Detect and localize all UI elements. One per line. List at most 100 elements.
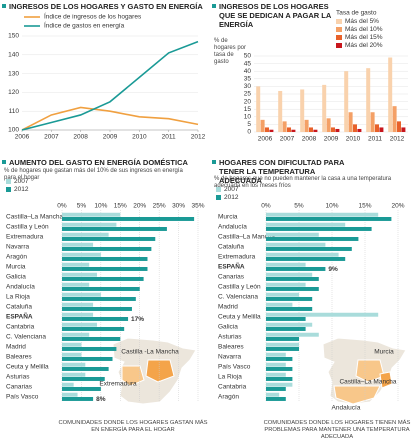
bar	[62, 397, 94, 401]
x-tick-label: 2011	[162, 134, 176, 141]
y-axis-label: % de hogares por tasa de gasto	[214, 38, 247, 65]
bar	[266, 297, 313, 301]
bar	[265, 127, 269, 132]
legend-label: Índice de ingresos de los hogares	[44, 12, 142, 21]
bar	[266, 212, 379, 217]
y-tick-label: Madrid	[218, 304, 238, 311]
bar	[62, 342, 82, 347]
bar	[344, 71, 349, 132]
x-tick-label: 2010	[132, 134, 147, 141]
bar	[266, 287, 319, 291]
bar	[62, 272, 97, 277]
y-tick-label: 30	[244, 83, 252, 90]
bar	[62, 232, 109, 237]
bar	[62, 292, 101, 297]
line	[21, 40, 199, 131]
map	[322, 337, 407, 405]
y-tick-label: Baleares	[218, 344, 244, 351]
bar	[266, 292, 299, 297]
bar	[266, 387, 286, 391]
map-label: Extremadura	[99, 381, 137, 388]
y-tick-label: Cantabria	[218, 384, 247, 391]
bar	[266, 382, 293, 387]
bar	[266, 237, 359, 241]
bar	[266, 372, 286, 377]
bar	[278, 90, 283, 132]
bar	[62, 267, 148, 271]
bar	[388, 57, 393, 132]
bar	[266, 327, 306, 331]
bar	[62, 312, 94, 317]
bar	[266, 367, 293, 371]
map	[112, 337, 197, 405]
bar	[322, 84, 327, 132]
bar	[287, 127, 291, 132]
bar	[392, 106, 397, 132]
y-tick-label: Extremadura	[218, 254, 256, 261]
chart-title: HOGARES CON DIFICULTAD PARA TENER LA TEM…	[219, 158, 345, 185]
x-tick-label: 5%	[77, 203, 87, 210]
bar	[266, 352, 286, 357]
y-tick-label: 5	[247, 121, 251, 128]
legend-label: Más del 15%	[345, 34, 383, 41]
y-tick-label: País Vasco	[6, 394, 39, 401]
y-tick-label: Castilla y León	[6, 224, 49, 231]
bar	[357, 128, 362, 132]
bar	[62, 392, 78, 397]
y-tick-label: La Rioja	[6, 294, 30, 301]
y-tick-label: 15	[244, 106, 252, 113]
x-tick-label: 30%	[172, 203, 185, 210]
bar	[62, 282, 90, 287]
bar	[62, 277, 144, 281]
bar	[62, 242, 94, 247]
y-tick-label: 120	[8, 89, 19, 96]
bar	[62, 217, 195, 221]
bar	[62, 327, 125, 331]
bar	[269, 129, 274, 132]
legend-title: Tasa de gasto	[336, 10, 377, 17]
bar	[266, 282, 306, 287]
chart-subtitle: % de hogares que gastan más del 10% de s…	[4, 168, 183, 181]
legend-swatch	[6, 179, 11, 184]
y-tick-label: Aragón	[6, 254, 27, 261]
bar	[313, 129, 318, 132]
legend-swatch	[336, 35, 342, 40]
chart-title: AUMENTO DEL GASTO EN ENERGÍA DOMÉSTICA	[9, 158, 188, 167]
legend-swatch	[6, 187, 11, 192]
bar	[266, 222, 346, 227]
legend-swatch	[216, 195, 221, 200]
y-tick-label: Madrid	[6, 344, 26, 351]
map-label: Castilla–La Mancha	[339, 379, 396, 386]
y-tick-label: 50	[244, 53, 252, 60]
bar	[266, 392, 280, 397]
bar	[62, 347, 117, 351]
y-tick-label: Castilla–La Mancha	[6, 214, 63, 221]
footer: COMUNIDADES DONDE LOS HOGARES TIENEN MÁS…	[263, 420, 411, 440]
chart-subtitle: % de hogares que no pueden mantener la c…	[214, 176, 392, 189]
y-tick-label: Cataluña	[6, 304, 32, 311]
bar	[397, 121, 401, 132]
title-bullet	[2, 4, 6, 8]
y-tick-label: Asturias	[6, 374, 30, 381]
bar	[62, 252, 101, 257]
bar	[62, 227, 167, 231]
x-tick-label: 25%	[153, 203, 166, 210]
title-bullet	[212, 160, 216, 164]
bar	[331, 127, 335, 132]
bar	[266, 232, 319, 237]
bar	[266, 277, 319, 281]
x-tick-label: 2006	[15, 134, 30, 141]
y-tick-label: 25	[244, 91, 252, 98]
legend-label: 2012	[14, 186, 29, 193]
x-tick-label: 0%	[261, 203, 271, 210]
bar	[266, 257, 346, 261]
bar	[266, 362, 286, 367]
bar	[62, 287, 140, 291]
y-tick-label: 40	[244, 68, 252, 75]
y-tick-label: Murcia	[218, 214, 238, 221]
bar	[256, 86, 261, 132]
y-tick-label: Canarias	[218, 274, 245, 281]
bar	[62, 387, 101, 391]
